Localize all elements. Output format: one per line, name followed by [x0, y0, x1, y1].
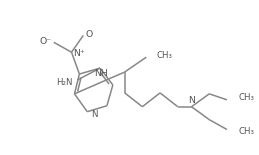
Text: N: N — [91, 110, 98, 119]
Text: N⁺: N⁺ — [74, 49, 85, 58]
Text: CH₃: CH₃ — [239, 127, 255, 136]
Text: CH₃: CH₃ — [239, 93, 255, 102]
Text: NH: NH — [94, 69, 108, 78]
Text: O: O — [85, 30, 92, 39]
Text: O⁻: O⁻ — [40, 37, 52, 46]
Text: CH₃: CH₃ — [156, 51, 172, 60]
Text: N: N — [188, 96, 195, 105]
Text: H₂N: H₂N — [56, 78, 73, 87]
